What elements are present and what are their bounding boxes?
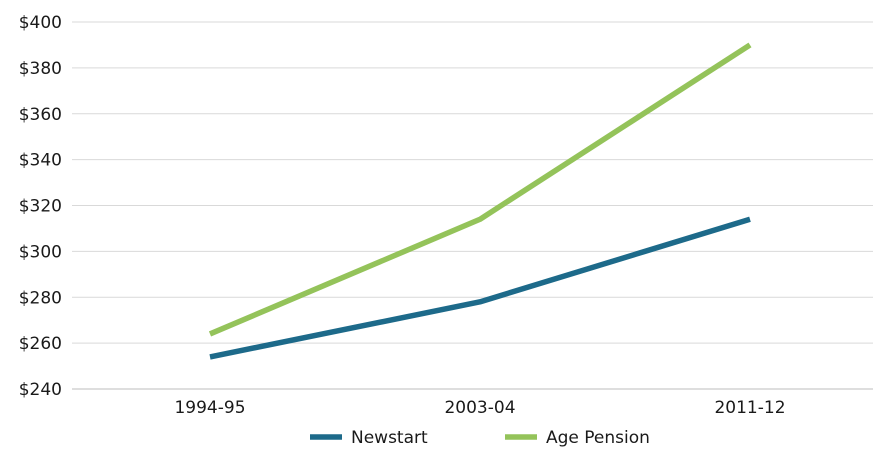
y-axis-tick-labels: $240 $260 $280 $300 $320 $340 $360 $380 $400 [19,13,62,400]
legend: Newstart Age Pension [310,428,650,448]
x-tick-label: 1994-95 [174,398,245,418]
y-tick-label: $300 [19,242,62,262]
y-tick-label: $400 [19,13,62,33]
legend-label: Age Pension [546,428,650,448]
gridlines [72,21,873,390]
y-tick-label: $280 [19,288,62,308]
y-tick-label: $340 [19,151,62,171]
y-tick-label: $260 [19,334,62,354]
y-tick-label: $320 [19,197,62,217]
x-tick-label: 2011-12 [714,398,785,418]
y-tick-label: $380 [19,59,62,79]
series-line-age-pension [208,42,752,337]
x-tick-label: 2003-04 [444,398,515,418]
series-line-newstart [209,216,751,360]
x-axis-tick-labels: 1994-95 2003-04 2011-12 [174,398,785,418]
legend-label: Newstart [351,428,428,448]
y-tick-label: $360 [19,105,62,125]
series-lines [208,42,752,360]
y-tick-label: $240 [19,380,62,400]
